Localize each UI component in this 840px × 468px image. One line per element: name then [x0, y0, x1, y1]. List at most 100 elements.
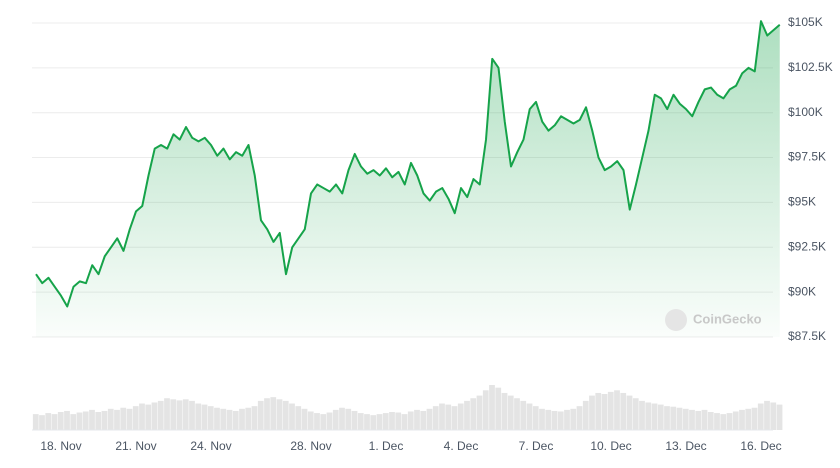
volume-bar: [201, 404, 208, 430]
volume-bar: [576, 406, 583, 430]
volume-bar: [695, 410, 702, 430]
volume-bar: [351, 410, 358, 430]
volume-bar: [376, 414, 383, 430]
volume-bar: [51, 414, 58, 430]
volume-bar: [757, 403, 764, 430]
volume-bar: [526, 403, 533, 430]
volume-bar: [432, 406, 439, 430]
volume-bar: [264, 398, 270, 430]
volume-bar: [345, 408, 352, 430]
volume-bar: [639, 400, 645, 430]
volume-bar: [70, 414, 77, 430]
volume-bar: [582, 400, 589, 430]
x-tick-label: 18. Nov: [40, 439, 81, 453]
volume-bar: [570, 408, 577, 430]
volume-bar: [632, 398, 639, 430]
volume-bar: [507, 395, 514, 430]
volume-bar: [314, 413, 320, 430]
x-tick-label: 16. Dec: [740, 439, 781, 453]
volume-bar: [557, 411, 564, 430]
x-tick-label: 21. Nov: [115, 439, 156, 453]
y-tick-label: $95K: [788, 195, 816, 209]
volume-bar: [207, 406, 214, 430]
volume-bar: [95, 412, 102, 430]
volume-bar: [514, 398, 520, 430]
volume-bar: [139, 403, 145, 430]
volume-bar: [501, 392, 508, 430]
volume-bar: [414, 409, 420, 430]
y-tick-label: $97.5K: [788, 150, 826, 164]
volume-bar: [770, 402, 777, 430]
volume-bar: [45, 413, 52, 430]
volume-bar: [232, 410, 239, 430]
volume-bar: [645, 402, 652, 430]
volume-bar: [276, 399, 283, 430]
volume-bar: [545, 409, 552, 430]
volume-bar: [357, 413, 364, 430]
x-tick-label: 28. Nov: [290, 439, 331, 453]
watermark: CoinGecko: [665, 309, 762, 331]
volume-bar: [482, 390, 489, 430]
volume-bar: [245, 407, 252, 430]
volume-bar: [689, 409, 695, 430]
volume-bar: [626, 395, 633, 430]
volume-bar: [607, 391, 614, 430]
volume-bar: [195, 403, 202, 430]
volume-bar: [551, 410, 558, 430]
x-tick-label: 24. Nov: [190, 439, 231, 453]
volume-bar: [676, 407, 683, 430]
volume-bar: [601, 394, 608, 430]
x-tick-label: 1. Dec: [369, 439, 404, 453]
volume-bar: [395, 412, 402, 430]
x-tick-label: 13. Dec: [665, 439, 706, 453]
volume-bar: [214, 407, 220, 430]
volume-bar: [389, 412, 395, 430]
volume-bar: [107, 408, 114, 430]
volume-bar: [64, 410, 70, 430]
volume-bar: [426, 408, 433, 430]
volume-bar: [732, 411, 739, 430]
volume-bar: [239, 408, 245, 430]
volume-bar: [32, 414, 39, 430]
volume-bar: [595, 392, 602, 430]
volume-bar: [176, 400, 183, 430]
volume-bar: [164, 398, 170, 430]
volume-bar: [257, 400, 264, 430]
volume-bar: [720, 414, 727, 430]
volume-bar: [101, 410, 108, 430]
volume-bar: [157, 400, 164, 430]
volume-bar: [726, 413, 733, 430]
volume-bar: [151, 402, 158, 430]
watermark-text: CoinGecko: [693, 311, 762, 326]
volume-bar: [670, 406, 677, 430]
volume-bar: [614, 390, 620, 430]
volume-bar: [407, 411, 414, 430]
volume-bar: [370, 415, 377, 430]
volume-bar: [439, 403, 445, 430]
area: [36, 21, 780, 338]
volume-bar: [420, 410, 427, 430]
volume-bar: [182, 399, 189, 430]
volume-bar: [332, 409, 339, 430]
volume-bar: [282, 400, 289, 430]
volume-bar: [657, 404, 664, 430]
x-tick-label: 7. Dec: [519, 439, 554, 453]
volume-bar: [189, 400, 195, 430]
volume-bar: [451, 406, 458, 430]
volume-bar: [764, 400, 770, 430]
volume-bar: [776, 404, 783, 430]
volume-bar: [126, 408, 133, 430]
volume-bar: [382, 413, 389, 430]
volume-bar: [457, 403, 464, 430]
volume-bar: [220, 408, 227, 430]
volume-bar: [320, 414, 327, 430]
volume-bar: [714, 413, 720, 430]
y-tick-label: $90K: [788, 284, 816, 298]
volume-bar: [364, 414, 370, 430]
volume-bar: [745, 408, 752, 430]
y-tick-label: $102.5K: [788, 60, 833, 74]
volume-bar: [470, 398, 477, 430]
x-tick-label: 10. Dec: [590, 439, 631, 453]
